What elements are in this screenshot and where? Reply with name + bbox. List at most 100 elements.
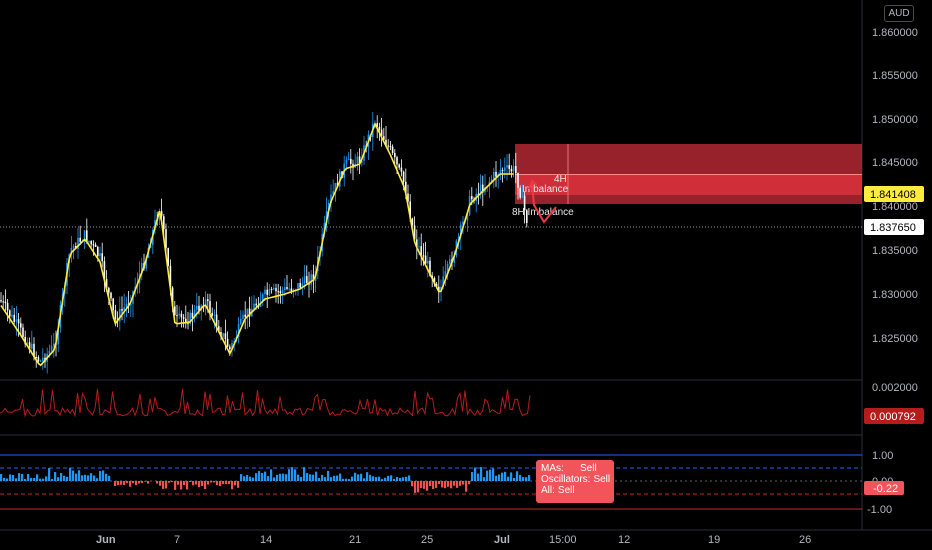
histogram-bar xyxy=(453,481,456,486)
candle-body xyxy=(477,193,480,195)
histogram-bar xyxy=(72,470,75,481)
histogram-bar xyxy=(525,477,528,481)
histogram-bar xyxy=(216,481,219,485)
candle-body xyxy=(512,166,515,172)
histogram-bar xyxy=(0,474,3,481)
candles[interactable] xyxy=(0,112,528,374)
candle-body xyxy=(171,287,174,307)
candle-body xyxy=(233,341,235,344)
currency-button[interactable]: AUD xyxy=(884,5,914,22)
candle-body xyxy=(17,319,20,324)
histogram-bar xyxy=(498,474,501,481)
histogram-bar xyxy=(336,475,339,481)
candle-body xyxy=(334,183,337,192)
zone-8h-label: 8H Imbalance xyxy=(512,207,574,218)
histogram-bar xyxy=(204,481,207,490)
candle-body xyxy=(284,287,286,291)
candle-body xyxy=(101,253,103,262)
histogram-bar xyxy=(285,474,288,481)
moving-average-line[interactable] xyxy=(0,121,514,367)
indicator1-line[interactable] xyxy=(0,388,531,418)
ind1-value-pill[interactable] xyxy=(864,408,924,424)
candle-body xyxy=(385,139,387,146)
zone-4h-inner-rect[interactable] xyxy=(515,174,862,195)
time-label-9: 26 xyxy=(799,534,811,546)
histogram-bar xyxy=(405,476,408,481)
price-axis[interactable]: 1.860000 1.855000 1.850000 1.845000 1.84… xyxy=(864,27,924,516)
histogram-bar xyxy=(423,481,426,489)
candle-body xyxy=(189,312,191,324)
histogram-bar xyxy=(261,472,264,481)
histogram-bar xyxy=(375,477,378,481)
candle-body xyxy=(453,255,455,263)
price-label-6: 1.830000 xyxy=(872,289,918,301)
price-label-5: 1.835000 xyxy=(872,245,918,257)
ind2-value-text: -0.22 xyxy=(873,483,898,495)
histogram-bar xyxy=(51,478,54,481)
candle-body xyxy=(449,259,451,264)
candle-body xyxy=(523,195,526,211)
candle-body xyxy=(405,181,407,194)
candle-body xyxy=(57,327,59,345)
candle-body xyxy=(237,323,240,337)
candle-body xyxy=(88,241,90,243)
indicator2-histogram[interactable] xyxy=(0,467,531,493)
candle-body xyxy=(460,224,462,237)
time-label-6: 15:00 xyxy=(549,534,577,546)
candle-body xyxy=(526,210,528,223)
histogram-bar xyxy=(120,481,123,485)
histogram-bar xyxy=(177,481,180,485)
candle-body xyxy=(345,159,348,164)
histogram-bar xyxy=(267,476,270,481)
candle-body xyxy=(191,312,194,318)
histogram-bar xyxy=(186,481,189,490)
ind2-value-pill[interactable] xyxy=(864,481,904,495)
candle-body xyxy=(253,303,255,310)
histogram-bar xyxy=(279,473,282,481)
histogram-bar xyxy=(372,476,375,481)
histogram-bar xyxy=(96,478,99,481)
histogram-bar xyxy=(21,473,24,481)
histogram-bar xyxy=(456,481,459,488)
candle-body xyxy=(94,244,97,247)
candle-body xyxy=(435,283,438,287)
candle-body xyxy=(53,343,55,346)
zone-4h-label-line1: 4H xyxy=(554,174,567,185)
candle-body xyxy=(281,290,284,294)
candle-body xyxy=(433,277,436,284)
candle-body xyxy=(185,318,187,324)
time-axis[interactable]: Jun 7 14 21 25 Jul 15:00 12 19 26 xyxy=(96,534,811,546)
candle-body xyxy=(330,194,332,203)
price-label-7: 1.825000 xyxy=(872,333,918,345)
histogram-bar xyxy=(420,481,423,489)
candle-body xyxy=(4,301,7,304)
histogram-bar xyxy=(432,481,435,489)
histogram-bar xyxy=(396,476,399,481)
candle-body xyxy=(125,303,128,308)
histogram-bar xyxy=(228,481,231,485)
candle-body xyxy=(482,184,484,193)
candle-body xyxy=(72,246,75,249)
histogram-bar xyxy=(189,481,192,483)
histogram-bar xyxy=(15,478,18,481)
histogram-bar xyxy=(429,481,432,487)
time-label-1: 7 xyxy=(174,534,180,546)
histogram-bar xyxy=(309,474,312,481)
histogram-bar xyxy=(303,467,306,481)
price-label-0: 1.860000 xyxy=(872,27,918,39)
marked-price-pill[interactable] xyxy=(864,186,924,202)
histogram-bar xyxy=(510,472,513,481)
current-price-pill[interactable] xyxy=(864,219,924,235)
candle-body xyxy=(339,171,341,187)
imbalance-zones[interactable]: 4H Imbalance 8H Imbalance xyxy=(512,144,862,224)
projection-arrow[interactable] xyxy=(531,182,557,224)
histogram-bar xyxy=(390,475,393,481)
histogram-bar xyxy=(144,481,147,482)
candle-body xyxy=(145,257,147,269)
histogram-bar xyxy=(42,478,45,481)
histogram-bar xyxy=(183,481,186,486)
time-label-0: Jun xyxy=(96,534,116,546)
candle-body xyxy=(255,303,257,306)
histogram-bar xyxy=(225,481,228,485)
